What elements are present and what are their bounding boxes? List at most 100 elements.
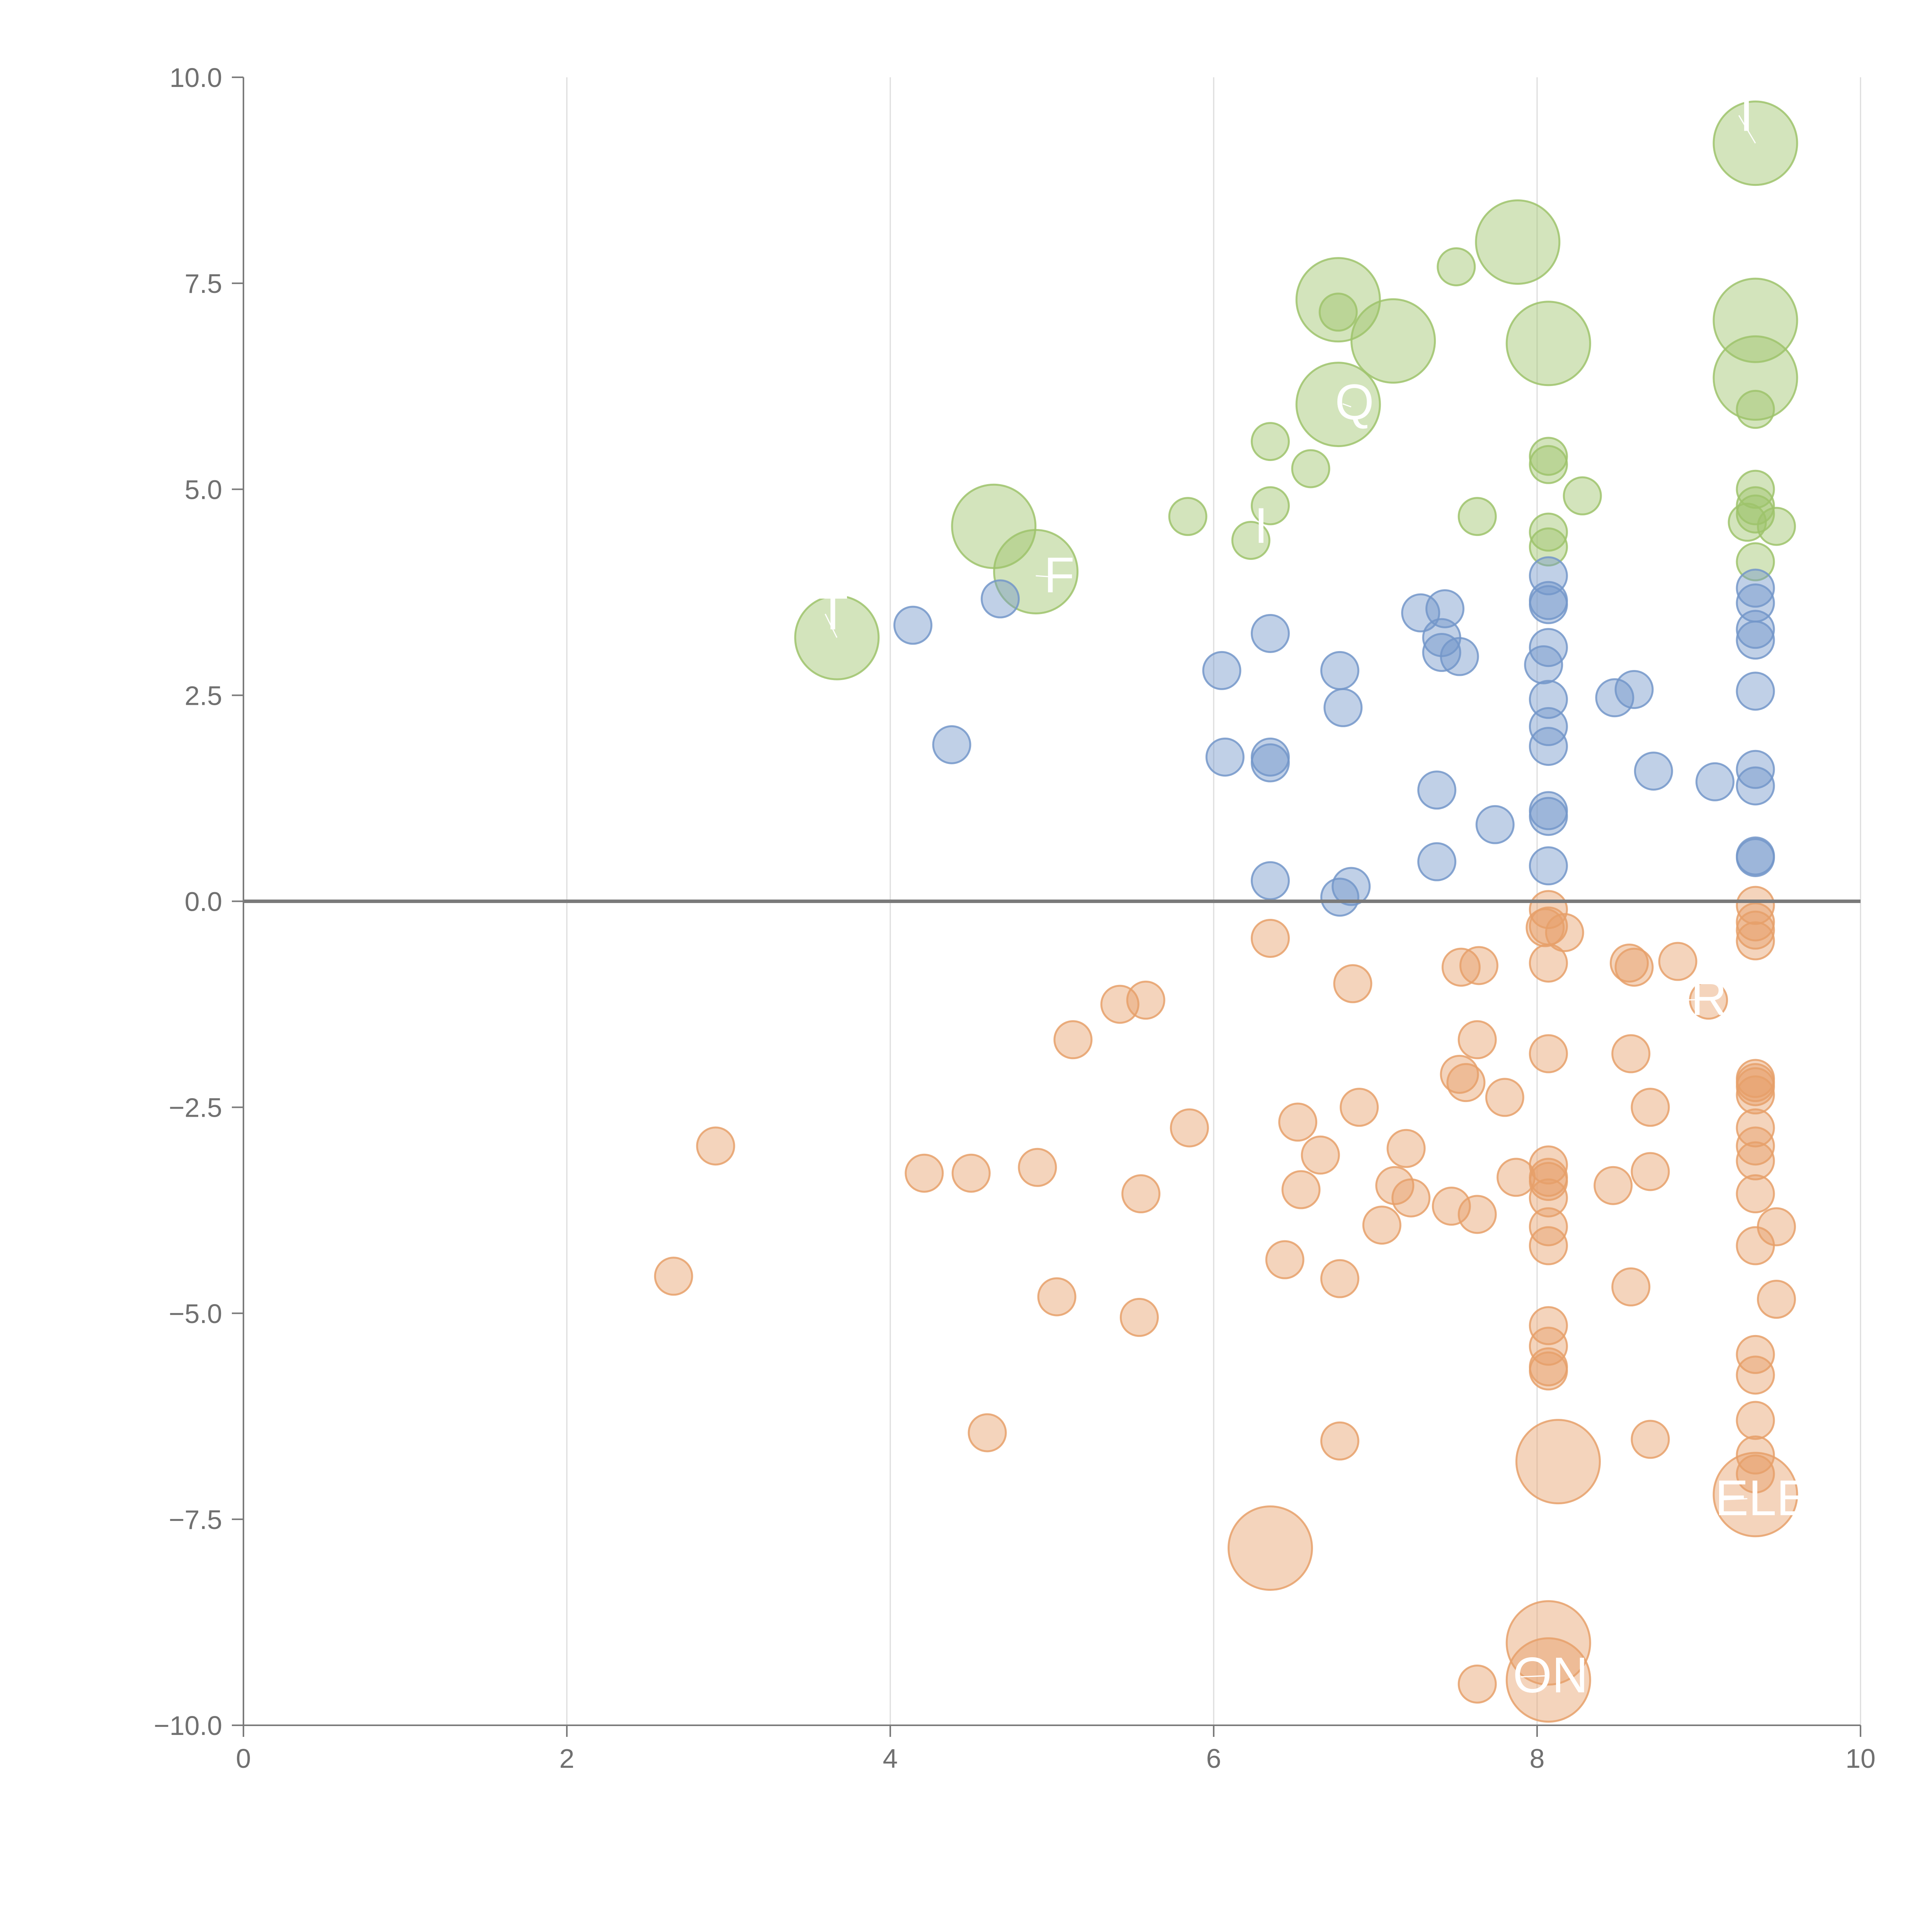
point-low: [1391, 1178, 1431, 1218]
point-high: [1475, 199, 1561, 285]
point-low: [1037, 1277, 1077, 1316]
point-mid: [1417, 842, 1457, 881]
annotation-leader: [1342, 403, 1352, 408]
point-mid: [1250, 614, 1290, 653]
point-high: [1529, 512, 1568, 552]
annotation-label: E: [1214, 155, 1247, 212]
point-low: [1611, 1267, 1651, 1307]
point-low: [905, 1153, 944, 1193]
point-mid: [1529, 585, 1568, 624]
annotation-label: Q: [1335, 374, 1374, 430]
point-high: [1318, 293, 1358, 332]
point-mid: [1736, 838, 1775, 877]
point-low: [1250, 918, 1290, 958]
point-mid: [1320, 878, 1359, 917]
point-low: [1529, 1306, 1568, 1345]
point-low: [1458, 1664, 1497, 1704]
x-tick-label: 6: [1206, 1743, 1221, 1774]
point-low: [1100, 985, 1139, 1024]
point-mid: [1529, 707, 1568, 746]
point-low: [1736, 1174, 1775, 1214]
y-tick-label: 5.0: [185, 474, 222, 505]
point-mid: [1202, 651, 1242, 690]
y-tick-label: −5.0: [169, 1299, 222, 1329]
point-high: [1563, 476, 1602, 515]
point-low: [1458, 1195, 1497, 1234]
point-mid: [1736, 750, 1775, 789]
annotation-label: T: [1731, 85, 1762, 142]
point-high: [1736, 389, 1775, 429]
point-low: [1265, 1240, 1304, 1279]
point-low: [1529, 1178, 1568, 1218]
point-mid: [893, 605, 933, 645]
annotation-leader: [1738, 115, 1756, 144]
point-mid: [1529, 846, 1568, 886]
point-low: [1529, 1034, 1568, 1073]
point-low: [1545, 913, 1584, 952]
point-low: [1340, 1088, 1379, 1127]
point-low: [1386, 1129, 1426, 1168]
point-high: [1231, 520, 1270, 560]
point-high: [1529, 527, 1568, 567]
point-high: [1713, 335, 1798, 421]
point-low: [1631, 1420, 1670, 1459]
point-high: [993, 529, 1079, 614]
point-high: [1529, 445, 1568, 484]
point-mid: [1736, 620, 1775, 660]
point-low: [1227, 1505, 1313, 1591]
y-tick-label: 10.0: [170, 63, 222, 93]
point-mid: [1529, 680, 1568, 719]
point-mid: [932, 725, 971, 764]
point-low: [1757, 1207, 1796, 1247]
point-low: [1736, 1335, 1775, 1374]
point-low: [968, 1413, 1007, 1452]
point-mid: [1529, 727, 1568, 766]
point-low: [1526, 908, 1565, 947]
point-mid: [1425, 589, 1464, 628]
point-low: [1736, 1067, 1775, 1106]
point-mid: [1250, 861, 1290, 900]
point-low: [1736, 921, 1775, 961]
annotation-label: R: [1691, 969, 1727, 1026]
x-tick-label: 4: [883, 1743, 898, 1774]
point-low: [1515, 1419, 1601, 1505]
point-low: [1529, 943, 1568, 983]
point-mid: [1332, 867, 1371, 906]
y-tick-label: 7.5: [185, 269, 222, 299]
annotation-leader: [1036, 575, 1052, 578]
y-tick-label: −2.5: [169, 1093, 222, 1123]
point-high: [1250, 486, 1290, 526]
data-points: [654, 100, 1798, 1723]
point-low: [1594, 1166, 1633, 1205]
point-low: [1458, 1020, 1497, 1060]
point-mid: [1475, 805, 1515, 844]
point-high: [1505, 301, 1591, 386]
annotation-leader: [1221, 185, 1247, 218]
point-high: [1529, 437, 1568, 476]
point-mid: [981, 579, 1020, 619]
point-low: [1459, 946, 1498, 985]
point-mid: [1320, 651, 1359, 690]
point-high: [1295, 257, 1381, 343]
y-tick-label: 0.0: [185, 887, 222, 917]
point-mid: [1634, 752, 1673, 791]
x-tick-label: 2: [560, 1743, 575, 1774]
x-tick-label: 0: [236, 1743, 251, 1774]
annotation-leader: [1723, 1498, 1748, 1500]
point-low: [1658, 942, 1697, 981]
point-high: [1458, 497, 1497, 536]
point-low: [1736, 1075, 1775, 1115]
point-low: [1121, 1174, 1161, 1214]
point-low: [1529, 1162, 1568, 1201]
point-high: [1250, 422, 1290, 461]
point-high: [1728, 503, 1767, 542]
point-low: [1713, 1452, 1798, 1537]
y-tick-label: −10.0: [154, 1711, 222, 1741]
point-mid: [1529, 797, 1568, 836]
point-low: [696, 1126, 735, 1166]
point-mid: [1736, 568, 1775, 608]
point-low: [1736, 1355, 1775, 1395]
point-low: [1529, 1351, 1568, 1391]
point-mid: [1440, 637, 1479, 676]
